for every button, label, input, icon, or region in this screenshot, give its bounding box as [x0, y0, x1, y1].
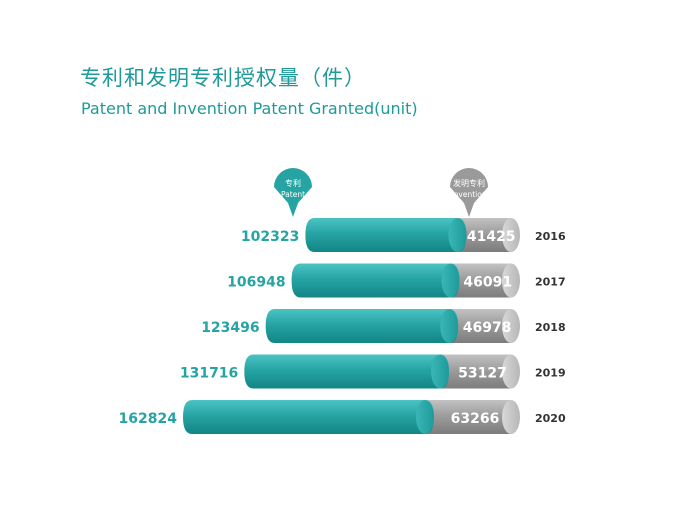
patent-value-label: 102323 — [241, 229, 299, 245]
bar-patent-2017 — [291, 263, 460, 298]
patent-value-label: 106948 — [227, 275, 285, 291]
bar-invention-cap-2017 — [502, 263, 520, 298]
legend-patent: 专利 Patent — [274, 168, 312, 217]
bar-invention-2018 — [449, 309, 519, 343]
bar-patent-cap-2016 — [448, 218, 467, 252]
legend-invention-label-zh: 发明专利 — [453, 178, 485, 188]
legend-invention-pin-icon — [450, 168, 488, 217]
bar-invention-2019 — [440, 354, 519, 389]
bar-patent-2016 — [305, 218, 467, 252]
legend: 专利 Patent 发明专利 Invention — [274, 168, 488, 217]
legend-patent-pin-icon — [274, 168, 312, 217]
invention-value-label: 63266 — [451, 411, 500, 427]
invention-value-label: 53127 — [458, 366, 507, 382]
bar-invention-2017 — [450, 263, 519, 298]
invention-value-label: 46978 — [463, 320, 512, 336]
bar-invention-cap-2019 — [502, 354, 520, 389]
bar-invention-cap-2020 — [502, 400, 520, 434]
invention-value-label: 41425 — [467, 229, 516, 245]
patent-value-label: 123496 — [201, 320, 259, 336]
bar-patent-2019 — [244, 354, 450, 389]
bar-patent-cap-2019 — [431, 354, 450, 389]
legend-patent-label-zh: 专利 — [285, 178, 301, 188]
bar-invention-cap-2016 — [502, 218, 520, 252]
year-label: 2019 — [535, 367, 566, 380]
year-label: 2018 — [535, 321, 566, 334]
bar-invention-cap-2018 — [502, 309, 520, 343]
bar-patent-cap-2020 — [415, 400, 434, 434]
bar-patent-2018 — [265, 309, 459, 343]
bar-patent-2020 — [183, 400, 434, 434]
year-label: 2020 — [535, 412, 566, 425]
year-label: 2016 — [535, 230, 566, 243]
patent-value-label: 131716 — [180, 366, 238, 382]
patent-value-label: 162824 — [119, 411, 178, 427]
bar-patent-cap-2018 — [440, 309, 459, 343]
chart-title: 专利和发明专利授权量（件） — [80, 66, 366, 90]
bars: 102323 41425 2016 106948 46091 2017 123496 4697… — [119, 218, 566, 434]
bar-patent-cap-2017 — [441, 263, 460, 298]
legend-patent-label-en: Patent — [281, 190, 305, 199]
legend-invention: 发明专利 Invention — [450, 168, 488, 217]
chart-subtitle: Patent and Invention Patent Granted(unit… — [81, 99, 418, 118]
year-label: 2017 — [535, 276, 566, 289]
legend-invention-label-en: Invention — [451, 190, 486, 199]
bar-invention-2020 — [424, 400, 519, 434]
invention-value-label: 46091 — [463, 275, 512, 291]
